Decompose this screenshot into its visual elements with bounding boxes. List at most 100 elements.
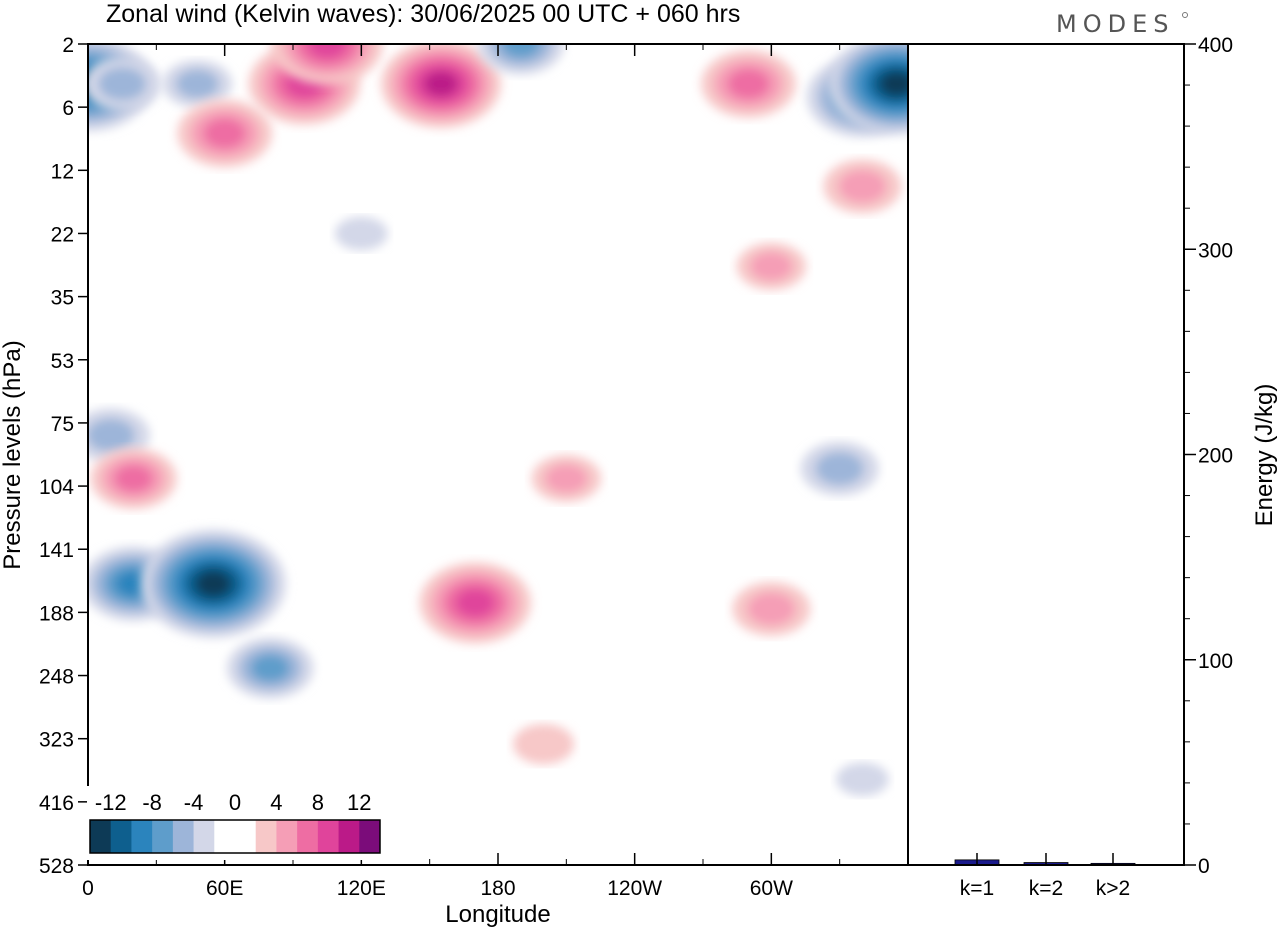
energy-bar-panel: k=1 k=2 k>2 xyxy=(954,853,1136,900)
energy-tick-label: 200 xyxy=(1198,445,1233,468)
wind-anomaly-19 xyxy=(140,529,286,638)
heatmap-frame xyxy=(87,43,909,866)
y-tick-label: 104 xyxy=(39,476,74,499)
contour-band xyxy=(98,67,147,101)
contour-band xyxy=(195,570,231,597)
chart-title: Zonal wind (Kelvin waves): 30/06/2025 00… xyxy=(106,0,740,28)
x-tick-label: 0 xyxy=(82,877,94,900)
wind-anomaly-8 xyxy=(828,44,908,135)
wind-anomaly-11 xyxy=(823,159,902,214)
colorbar-swatch xyxy=(90,820,112,853)
colorbar-swatch xyxy=(214,820,236,853)
wind-anomaly-15 xyxy=(90,448,177,509)
colorbar-swatch xyxy=(193,820,215,853)
contour-band xyxy=(307,44,347,59)
wind-anomaly-23 xyxy=(512,723,575,765)
colorbar-tick-label: 12 xyxy=(347,790,371,815)
wind-anomaly-21 xyxy=(419,562,532,644)
colorbar-tick-label: 4 xyxy=(270,790,282,815)
colorbar-tick-label: 0 xyxy=(229,790,241,815)
colorbar-swatch xyxy=(131,820,153,853)
colorbar-swatch xyxy=(276,820,298,853)
energy-tick-label: 0 xyxy=(1198,855,1210,878)
y-tick-label: 35 xyxy=(51,287,74,310)
contour-band xyxy=(175,69,219,99)
y-tick-label: 12 xyxy=(51,160,74,183)
wind-anomaly-16 xyxy=(531,454,602,503)
wind-anomaly-9 xyxy=(177,99,273,168)
contour-band xyxy=(880,71,908,97)
colorbar-swatch xyxy=(235,820,257,853)
bar-category-label: k>2 xyxy=(1096,877,1130,900)
contour-band xyxy=(836,762,889,797)
x-tick-label: 60W xyxy=(750,877,793,900)
energy-tick-label: 400 xyxy=(1198,34,1233,57)
x-axis-label: Longitude xyxy=(445,901,550,928)
energy-tick-label: 300 xyxy=(1198,239,1233,262)
colorbar-tick-label: -12 xyxy=(95,790,127,815)
colorbar: -12 -8 -4 0 4 8 12 xyxy=(87,786,383,860)
colorbar-swatch xyxy=(152,820,174,853)
contour-band xyxy=(747,592,796,626)
y-tick-label: 75 xyxy=(51,413,74,436)
wind-anomaly-17 xyxy=(800,441,879,496)
y-tick-label: 22 xyxy=(51,223,74,246)
x-tick-label: 120W xyxy=(607,877,662,900)
y-tick-label: 188 xyxy=(39,602,74,625)
energy-axis-label: Energy (J/kg) xyxy=(1251,384,1278,527)
y-tick-label: 323 xyxy=(39,729,74,752)
contour-band xyxy=(727,68,770,99)
logo-registered-icon xyxy=(1182,12,1188,18)
contour-band xyxy=(544,463,588,493)
y-tick-label: 53 xyxy=(51,350,74,373)
bar-category-label: k=2 xyxy=(1029,877,1063,900)
wind-anomaly-22 xyxy=(732,581,811,636)
contour-band xyxy=(334,216,388,251)
wind-anomaly-24 xyxy=(836,762,889,797)
colorbar-tick-label: -8 xyxy=(142,790,162,815)
contour-band xyxy=(203,118,246,149)
colorbar-tick-label: -4 xyxy=(184,790,204,815)
contour-band xyxy=(749,251,793,281)
x-tick-label: 180 xyxy=(480,877,515,900)
y-tick-label: 2 xyxy=(62,34,74,57)
x-tick-label: 120E xyxy=(337,877,386,900)
y-tick-label: 416 xyxy=(39,792,74,815)
heatmap-field xyxy=(88,44,908,797)
colorbar-swatch xyxy=(359,820,381,853)
y-tick-label: 248 xyxy=(39,666,74,689)
modes-logo: MODES xyxy=(1056,10,1174,38)
energy-axis: 0 100 200 300 400 xyxy=(1184,34,1233,878)
contour-band xyxy=(512,723,575,765)
bar-category-label: k=1 xyxy=(960,877,994,900)
wind-anomaly-5 xyxy=(477,44,564,75)
x-tick-label: 60E xyxy=(206,877,243,900)
y-tick-label: 141 xyxy=(39,539,74,562)
wind-anomaly-4 xyxy=(381,44,502,128)
contour-band xyxy=(423,71,459,97)
contour-band xyxy=(455,588,495,617)
wind-anomaly-12 xyxy=(736,242,807,290)
energy-tick-label: 100 xyxy=(1198,650,1233,673)
colorbar-swatch xyxy=(255,820,277,853)
wind-anomaly-10 xyxy=(271,44,383,85)
wind-anomaly-13 xyxy=(334,216,388,251)
wind-anomaly-1 xyxy=(88,56,162,111)
y-axis-label: Pressure levels (hPa) xyxy=(0,340,26,569)
contour-band xyxy=(114,464,153,492)
contour-band xyxy=(838,169,887,203)
contour-band xyxy=(815,451,864,486)
colorbar-swatch xyxy=(172,820,195,853)
colorbar-tick-label: 8 xyxy=(312,790,324,815)
contour-band xyxy=(251,654,290,682)
bar-panel-frame xyxy=(907,43,1185,866)
colorbar-frame xyxy=(89,819,381,854)
y-tick-label: 528 xyxy=(39,855,74,878)
colorbar-swatch xyxy=(338,820,360,853)
contour-band xyxy=(88,418,135,452)
x-axis: 0 60E 120E 180 120W 60W xyxy=(82,44,841,900)
contour-band xyxy=(501,44,540,58)
wind-anomaly-20 xyxy=(227,637,314,699)
y-tick-label: 6 xyxy=(62,97,74,120)
